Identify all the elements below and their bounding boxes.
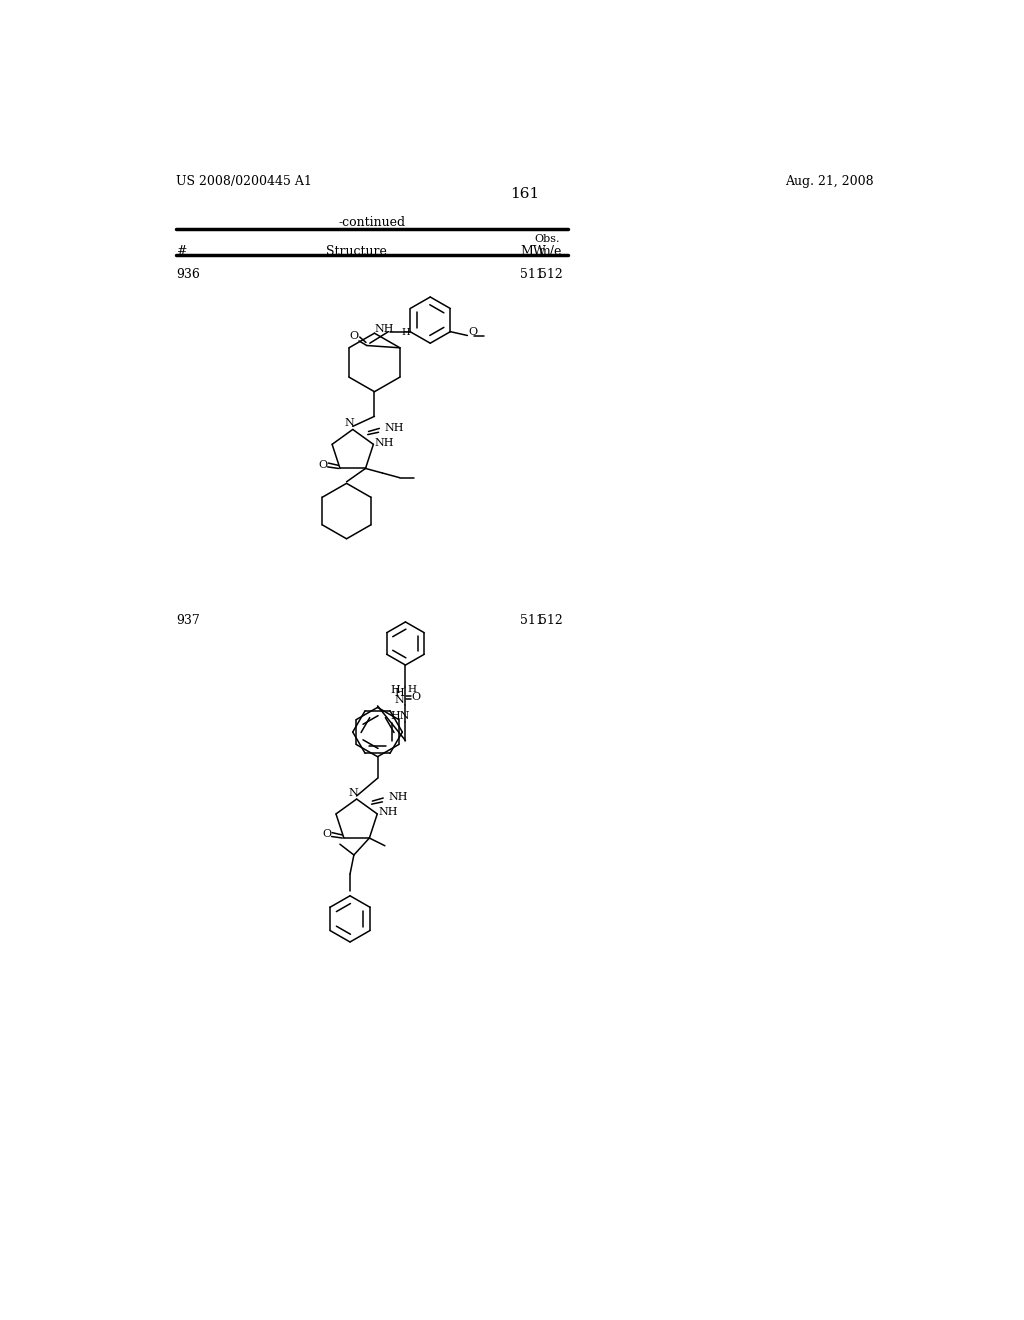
Text: m/e: m/e — [539, 244, 562, 257]
Text: NH: NH — [375, 323, 394, 334]
Text: 511: 511 — [520, 268, 544, 281]
Text: Structure: Structure — [327, 244, 387, 257]
Text: O: O — [412, 693, 421, 702]
Text: O: O — [468, 327, 477, 338]
Text: H: H — [401, 329, 411, 337]
Text: N: N — [348, 788, 358, 797]
Text: Aug. 21, 2008: Aug. 21, 2008 — [785, 176, 873, 189]
Text: -continued: -continued — [339, 216, 406, 230]
Text: O: O — [318, 459, 328, 470]
Text: Obs.: Obs. — [535, 234, 559, 244]
Text: #: # — [176, 244, 186, 257]
Text: 937: 937 — [176, 614, 200, 627]
Text: H: H — [394, 688, 403, 698]
Text: 161: 161 — [510, 187, 540, 201]
Text: NH: NH — [379, 808, 398, 817]
Text: H: H — [408, 685, 417, 694]
Text: H: H — [390, 685, 399, 696]
Text: NH: NH — [385, 422, 404, 433]
Text: US 2008/0200445 A1: US 2008/0200445 A1 — [176, 176, 312, 189]
Text: O: O — [349, 331, 358, 342]
Text: NH: NH — [389, 792, 409, 803]
Text: 936: 936 — [176, 268, 200, 281]
Text: 511: 511 — [520, 614, 544, 627]
Text: HN: HN — [390, 711, 410, 721]
Text: 512: 512 — [539, 268, 562, 281]
Text: MW: MW — [520, 244, 546, 257]
Text: N: N — [394, 696, 403, 705]
Text: N: N — [345, 418, 354, 428]
Text: 512: 512 — [539, 614, 562, 627]
Text: NH: NH — [375, 438, 394, 447]
Text: O: O — [323, 829, 332, 840]
